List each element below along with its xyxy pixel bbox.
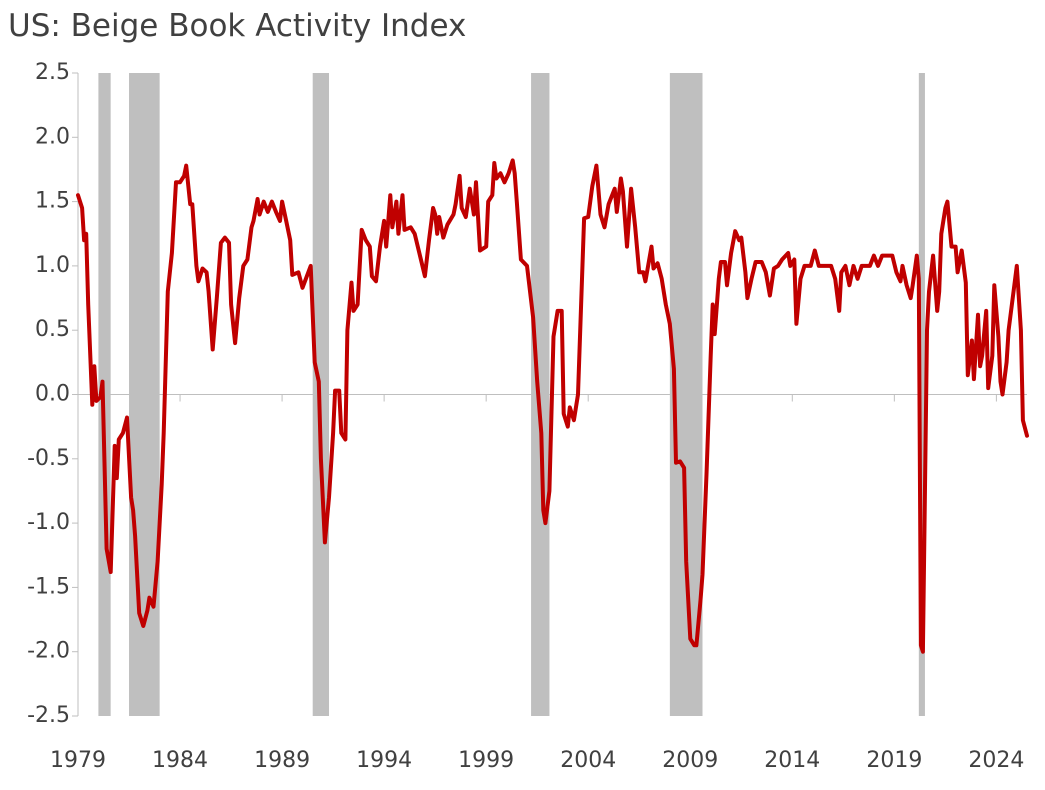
x-tick-label: 2009: [662, 748, 718, 773]
x-tick-label: 1994: [356, 748, 412, 773]
series-line: [76, 158, 1029, 654]
y-tick-label: 1.0: [35, 253, 70, 278]
y-tick-label: -2.0: [27, 639, 70, 664]
x-tick-label: 1979: [50, 748, 106, 773]
y-tick-label: 1.5: [35, 189, 70, 214]
x-tick-label: 1989: [254, 748, 310, 773]
y-tick-label: -2.5: [27, 703, 70, 728]
y-tick-label: 0.5: [35, 317, 70, 342]
y-tick-label: -0.5: [27, 446, 70, 471]
y-tick-label: 0.0: [35, 382, 70, 407]
y-tick-label: 2.5: [35, 60, 70, 85]
x-tick-label: 2019: [866, 748, 922, 773]
x-tick-label: 1999: [458, 748, 514, 773]
x-tick-label: 2024: [968, 748, 1024, 773]
x-tick-label: 2014: [764, 748, 820, 773]
x-tick-label: 2004: [560, 748, 616, 773]
chart-title: US: Beige Book Activity Index: [8, 8, 466, 44]
y-tick-label: -1.5: [27, 574, 70, 599]
y-tick-label: 2.0: [35, 124, 70, 149]
y-tick-label: -1.0: [27, 510, 70, 535]
x-tick-label: 1984: [152, 748, 208, 773]
